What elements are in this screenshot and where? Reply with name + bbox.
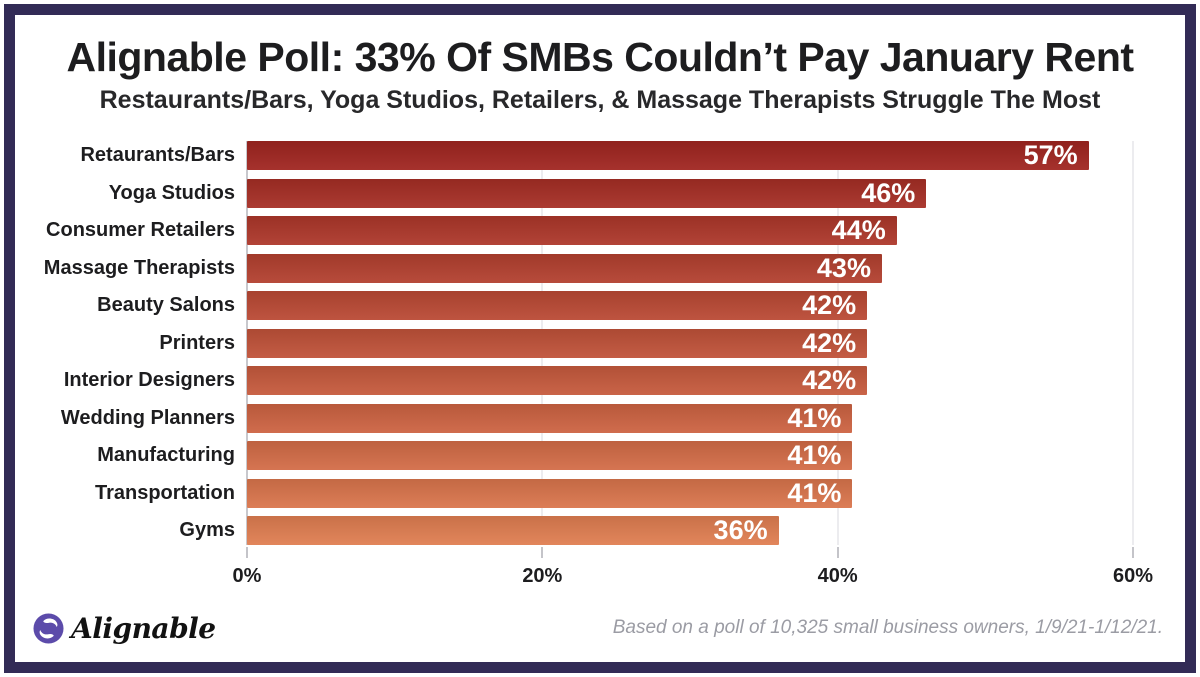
bar: 43%	[247, 252, 882, 283]
category-label: Retaurants/Bars	[80, 144, 235, 166]
axis-tick	[1132, 547, 1134, 558]
bar: 42%	[247, 290, 868, 320]
category-label: Wedding Planners	[60, 406, 235, 429]
bar: 41%	[247, 402, 853, 433]
bar-value-label: 42%	[802, 290, 857, 320]
axis-tick-label: 60%	[1112, 565, 1154, 587]
chart-plot-area: Retaurants/Bars 57% Yoga Studios 46% Consume…	[44, 141, 1134, 545]
bar: 46%	[247, 177, 927, 208]
gridline	[1132, 141, 1134, 545]
bar-row: Beauty Salons 42%	[97, 290, 1133, 320]
bar-value-label: 42%	[802, 365, 857, 395]
bar-row: Manufacturing 41%	[97, 440, 1133, 470]
bar-row: Transportation 41%	[95, 477, 1133, 508]
bar-value-label: 46%	[861, 177, 916, 208]
poster-frame: Alignable Poll: 33% Of SMBs Couldn’t Pay…	[4, 4, 1196, 673]
axis-tick-label: 40%	[817, 565, 858, 587]
bar: 41%	[247, 440, 853, 470]
axis-tick	[246, 547, 248, 558]
bar-value-label: 36%	[713, 515, 768, 545]
bar-row: Massage Therapists 43%	[44, 252, 1133, 283]
category-label: Beauty Salons	[97, 294, 235, 316]
bar-value-label: 41%	[787, 402, 842, 433]
bar: 42%	[247, 327, 868, 358]
bar: 42%	[247, 365, 868, 395]
bar-row: Retaurants/Bars 57%	[80, 141, 1133, 170]
bar: 41%	[247, 477, 853, 508]
alignable-swirl-icon	[33, 612, 64, 644]
bar-row: Printers 42%	[159, 327, 1133, 358]
bar-row: Gyms 36%	[179, 516, 1133, 545]
bar-row: Interior Designers 42%	[64, 365, 1133, 395]
bar: 36%	[247, 516, 779, 545]
bar-value-label: 41%	[787, 440, 842, 470]
axis-tick	[836, 547, 839, 558]
alignable-logo: Alignable	[33, 612, 216, 645]
page-title: Alignable Poll: 33% Of SMBs Couldn’t Pay…	[66, 34, 1134, 80]
bar-row: Wedding Planners 41%	[61, 402, 1133, 433]
bar-value-label: 43%	[816, 252, 871, 283]
category-label: Yoga Studios	[108, 181, 235, 204]
bar-value-label: 57%	[1023, 140, 1078, 170]
bar-value-label: 41%	[787, 477, 842, 508]
category-label: Printers	[159, 331, 235, 354]
footer: Alignable Based on a poll of 10,325 smal…	[33, 608, 1163, 648]
category-label: Consumer Retailers	[46, 219, 235, 241]
bar-row: Yoga Studios 46%	[109, 177, 1133, 208]
bar-value-label: 42%	[802, 327, 857, 358]
bar-value-label: 44%	[831, 215, 886, 245]
category-label: Interior Designers	[63, 369, 235, 391]
bar: 44%	[247, 216, 897, 245]
bar: 57%	[247, 141, 1089, 170]
category-label: Gyms	[179, 519, 235, 541]
bar-row: Consumer Retailers 44%	[46, 216, 1133, 245]
category-label: Massage Therapists	[43, 256, 235, 279]
category-label: Transportation	[94, 481, 235, 504]
axis-tick-label: 0%	[232, 565, 262, 587]
axis-tick	[541, 547, 544, 558]
page-subtitle: Restaurants/Bars, Yoga Studios, Retailer…	[99, 86, 1101, 114]
logo-wordmark: Alignable	[71, 611, 216, 645]
attribution-text: Based on a poll of 10,325 small business…	[612, 617, 1163, 638]
category-label: Manufacturing	[97, 444, 235, 466]
axis-tick-label: 20%	[522, 565, 563, 587]
bar-chart: Retaurants/Bars 57% Yoga Studios 46% Consume…	[44, 141, 1153, 593]
